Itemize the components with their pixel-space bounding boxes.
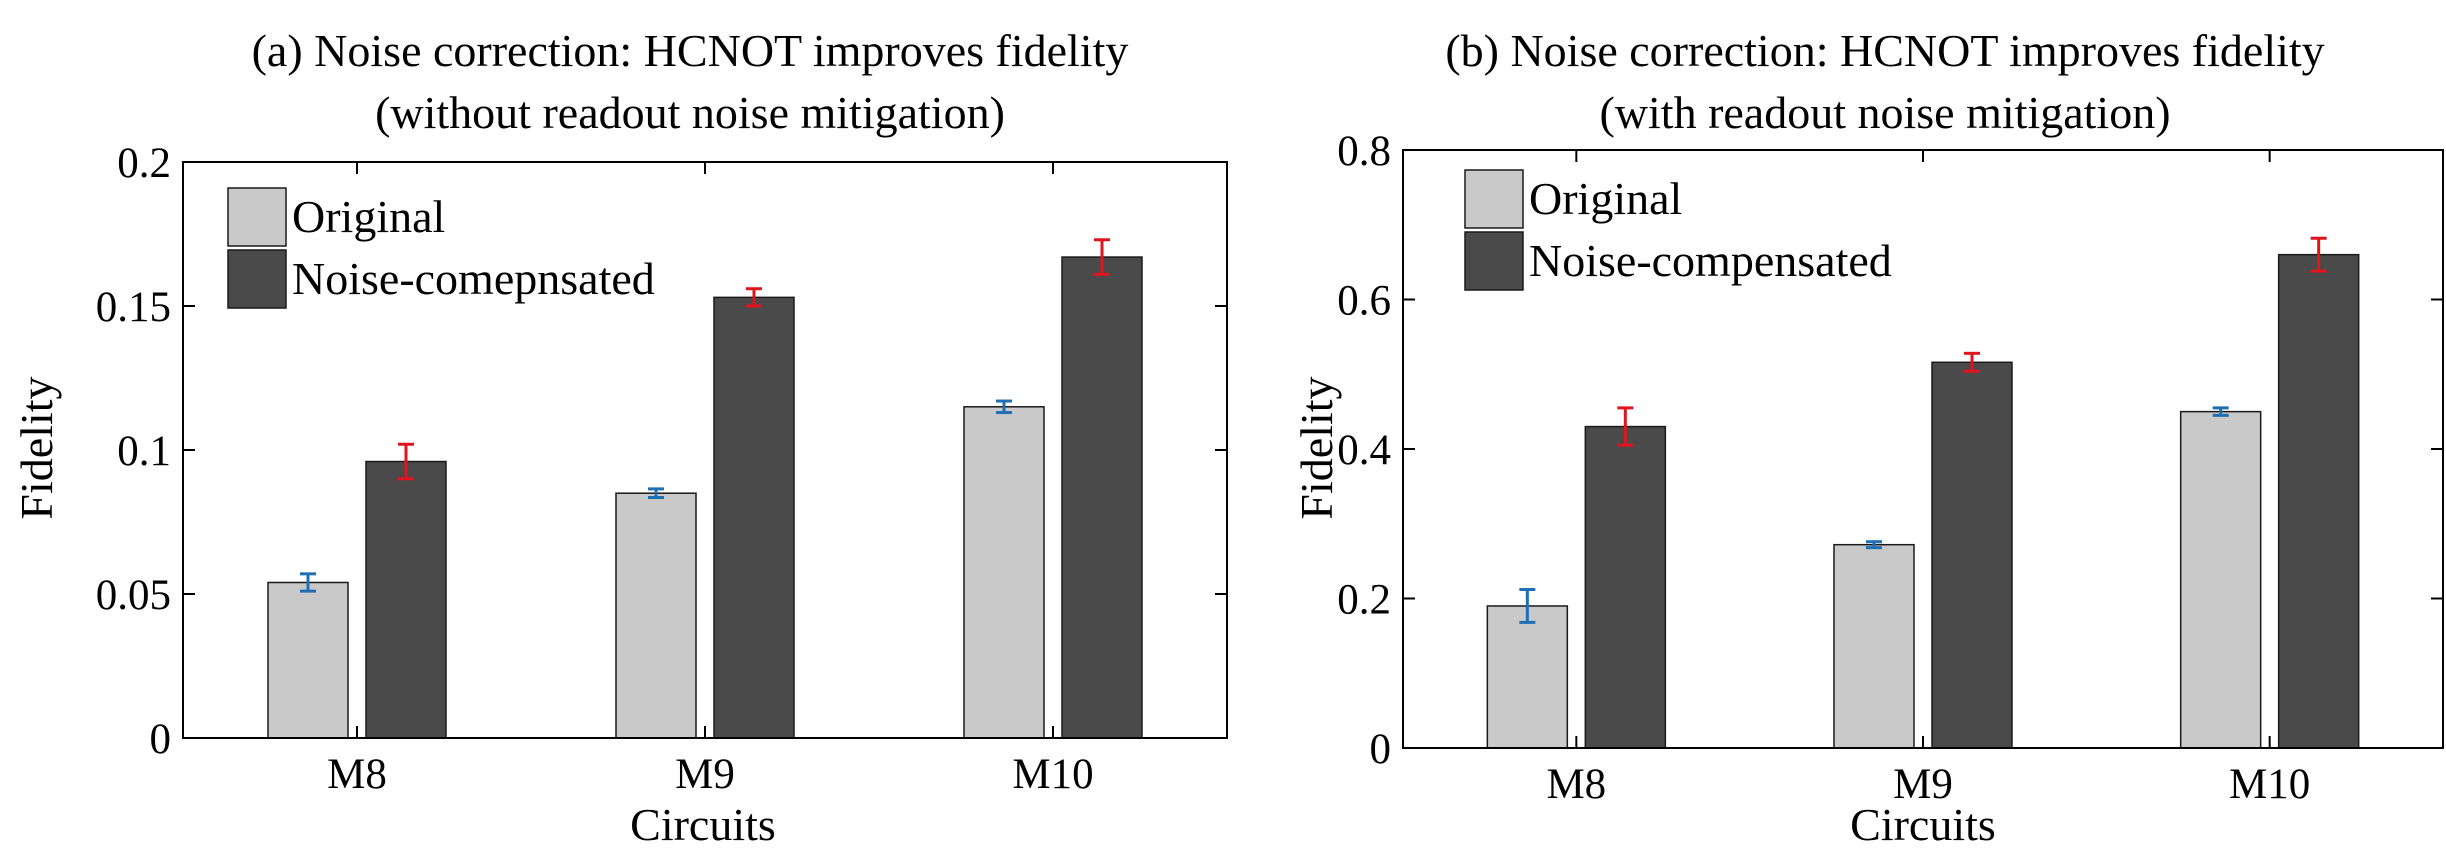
bar-group (267, 256, 1143, 739)
y-tick-label: 0.05 (96, 572, 171, 619)
x-tick-label: M9 (1893, 761, 1953, 808)
bar-compensated-m9 (713, 296, 795, 739)
y-axis-label: Fidelity (1291, 376, 1342, 519)
error-bar (1519, 588, 1536, 624)
bar-compensated-m9 (1931, 361, 2013, 749)
y-axis-label: Fidelity (11, 376, 62, 519)
x-axis-label: Circuits (630, 799, 776, 850)
error-bar (398, 442, 414, 481)
error-bar (1617, 406, 1634, 447)
x-tick-label: M10 (1012, 751, 1093, 798)
bar-group (1486, 253, 2360, 749)
y-tick-label: 0 (1370, 726, 1392, 773)
bar-compensated-m8 (1584, 425, 1667, 749)
bar-compensated-m10 (1061, 256, 1143, 739)
chart-panel-a: (a) Noise correction: HCNOT improves fid… (11, 25, 1228, 850)
legend-label-original: Original (292, 191, 445, 242)
bar-compensated-m8 (365, 460, 447, 739)
y-axis-ticks: 0 0.2 0.4 0.6 0.8 (1337, 128, 2443, 773)
bar-compensated-m10 (2277, 253, 2360, 749)
chart-subtitle: (with readout noise mitigation) (1599, 87, 2170, 138)
x-axis-label: Circuits (1850, 799, 1996, 850)
legend: Original Noise-comepnsated (227, 187, 655, 309)
error-bar-group (300, 238, 1110, 593)
legend-swatch-original (227, 187, 287, 247)
plot-area-frame (1402, 149, 2444, 749)
chart-panel-b: (b) Noise correction: HCNOT improves fid… (1291, 25, 2444, 850)
y-tick-label: 0.6 (1337, 278, 1391, 325)
y-tick-label: 0.4 (1337, 427, 1391, 474)
legend-swatch-compensated (1464, 231, 1524, 291)
bar-original-m10 (2179, 410, 2262, 749)
x-tick-label: M10 (2229, 761, 2310, 808)
legend: Original Noise-compensated (1464, 169, 1892, 291)
y-tick-label: 0.1 (117, 428, 171, 475)
legend-label-original: Original (1529, 173, 1682, 224)
chart-title: (a) Noise correction: HCNOT improves fid… (252, 25, 1129, 76)
y-tick-label: 0.8 (1337, 128, 1391, 175)
x-axis-ticks: M8 M9 M10 (1546, 150, 2310, 808)
x-tick-label: M8 (1546, 761, 1606, 808)
x-tick-label: M9 (675, 751, 735, 798)
legend-label-compensated: Noise-compensated (1529, 235, 1892, 286)
bar-original-m10 (963, 406, 1045, 739)
bar-original-m9 (1833, 543, 1915, 749)
legend-swatch-original (1464, 169, 1524, 229)
chart-subtitle: (without readout noise mitigation) (375, 87, 1005, 138)
error-bar (1964, 351, 1980, 373)
bar-original-m9 (615, 492, 697, 739)
bar-original-m8 (1486, 605, 1569, 749)
y-axis-ticks: 0 0.05 0.1 0.15 0.2 (96, 140, 1227, 763)
legend-swatch-compensated (227, 249, 287, 309)
error-bar-group (1519, 236, 2327, 624)
x-tick-label: M8 (327, 751, 387, 798)
y-tick-label: 0 (150, 716, 172, 763)
error-bar (1866, 540, 1882, 550)
plot-area-frame (182, 161, 1228, 739)
error-bar (648, 487, 664, 500)
chart-title: (b) Noise correction: HCNOT improves fid… (1445, 25, 2324, 76)
y-tick-label: 0.2 (117, 140, 171, 187)
error-bar (2212, 406, 2229, 417)
error-bar (1094, 238, 1110, 276)
bar-original-m8 (267, 581, 349, 739)
error-bar (2310, 236, 2327, 273)
error-bar (746, 287, 762, 308)
y-tick-label: 0.15 (96, 284, 171, 331)
legend-label-compensated: Noise-comepnsated (292, 253, 655, 304)
error-bar (996, 399, 1012, 415)
x-axis-ticks: M8 M9 M10 (327, 162, 1094, 798)
error-bar (300, 572, 316, 593)
y-tick-label: 0.2 (1337, 577, 1391, 624)
